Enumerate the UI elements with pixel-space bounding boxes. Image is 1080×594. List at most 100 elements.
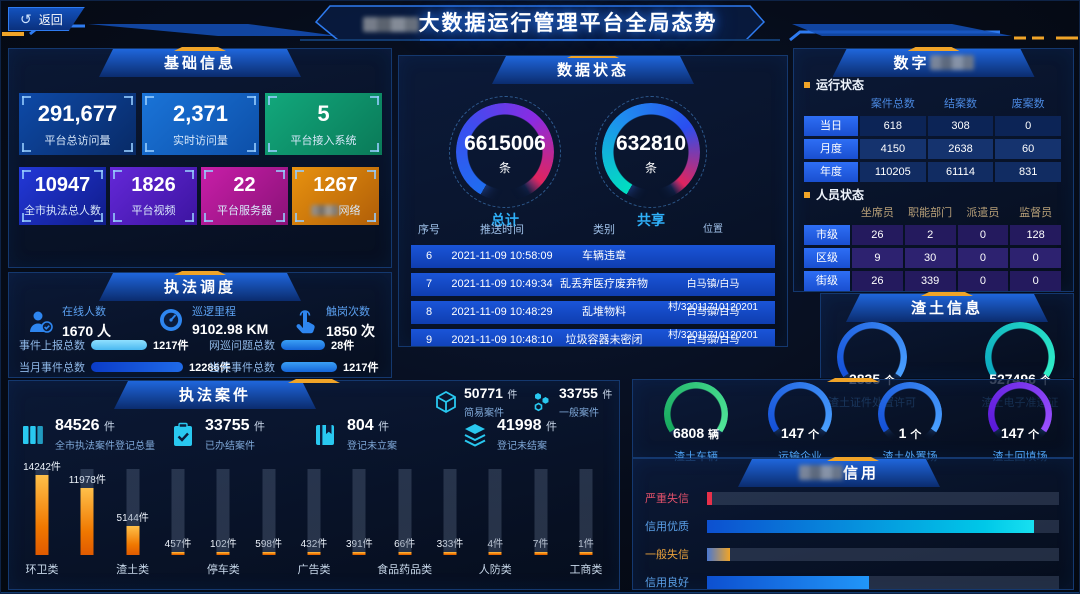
touch-hand-icon — [296, 310, 315, 334]
table-row: 当日 618 308 0 — [804, 116, 1063, 136]
muck-title: 渣土信息 — [846, 294, 1048, 322]
muck-gauge-backfill-sites: 147 个 渣土回填场 — [965, 382, 1075, 464]
bar-fill — [35, 475, 49, 555]
bar-fill — [579, 552, 593, 555]
panel-cases: 执法案件 50771 件简易案件 33755 件一般案件 84526 件全市执法… — [8, 380, 620, 590]
credit-bar-excellent: 信用优质 — [645, 519, 1059, 533]
arc-gauge: 147 个 — [988, 382, 1052, 446]
bar-track — [352, 469, 366, 555]
personnel-status-table: 坐席员 职能部门 派遣员 监督员 市级 26 2 0 128 区级 9 30 0… — [804, 204, 1063, 291]
bar-fill — [707, 547, 730, 561]
bar-pill — [281, 362, 337, 372]
table-row: 年度 110205 61114 831 — [804, 162, 1063, 182]
bar-track — [171, 469, 185, 555]
case-stat-unfiled: 804 件登记未立案 — [311, 417, 397, 452]
redacted-label-prefix — [310, 205, 339, 216]
stat-card-network: 1267 网络 — [292, 167, 379, 225]
redacted-title-suffix — [930, 55, 974, 70]
bar-track — [707, 547, 1059, 561]
bar-track — [398, 469, 412, 555]
bar-track — [579, 469, 593, 555]
gauge-dashed-ring — [449, 96, 561, 208]
gauge-total: 6615006 条 总计 — [449, 96, 561, 230]
layers-icon — [464, 423, 486, 447]
basic-info-title: 基础信息 — [99, 49, 301, 77]
case-stat-simple: 50771 件简易案件 — [434, 385, 517, 419]
section-personnel-status: 人员状态 — [804, 186, 864, 203]
chart-bar: 66件食品药品类 — [377, 455, 432, 581]
chart-bar: 102件停车类 — [202, 455, 244, 581]
muck-gauge-trucks: 6808 辆 渣土车辆 — [641, 382, 751, 464]
table-row: 街级 26 339 0 0 — [804, 271, 1063, 291]
digital-title: 数字 — [833, 49, 1035, 77]
books-icon — [23, 425, 43, 444]
stat-card-realtime-visits: 2,371 实时访问量 — [142, 93, 259, 155]
panel-data-status: 数据状态 6615006 条 总计 632810 条 共享 序号 推送时间 类别… — [398, 55, 788, 347]
panel-basic-info: 基础信息 291,677 平台总访问量 2,371 实时访问量 5 平台接入系统… — [8, 48, 392, 268]
cube-icon — [436, 390, 456, 414]
clipboard-check-icon — [174, 422, 192, 446]
panel-credit: 信用 严重失信 信用优质 一般失信 信用良好 — [632, 458, 1074, 590]
bar-track — [80, 469, 94, 555]
bar-fill — [352, 552, 366, 555]
bar-fill — [707, 575, 869, 589]
bar-track — [534, 469, 548, 555]
bar-track — [488, 469, 502, 555]
table-row: 月度 4150 2638 60 — [804, 139, 1063, 159]
hexagons-icon — [534, 393, 549, 412]
run-status-table: 案件总数 结案数 废案数 当日 618 308 0 月度 4150 2638 6… — [804, 95, 1063, 182]
dispatch-title: 执法调度 — [99, 273, 301, 301]
cases-title: 执法案件 — [114, 381, 316, 409]
bar-fill — [126, 526, 140, 555]
header-decoration — [2, 5, 1078, 42]
dispatch-bar-month-events: 当月事件总数 12286件 — [19, 362, 231, 374]
chart-bar: 598件 — [248, 455, 290, 581]
case-stat-total: 84526 件全市执法案件登记总量 — [19, 417, 155, 452]
back-label: 返回 — [38, 12, 63, 27]
bar-track — [707, 519, 1059, 533]
bar-track — [35, 469, 49, 555]
muck-gauge-transport-companies: 147 个 运输企业 — [745, 382, 855, 464]
table-row[interactable]: 6 2021-11-09 10:58:09 车辆违章 — [411, 245, 775, 268]
section-run-status: 运行状态 — [804, 76, 864, 93]
push-events-table: 序号 推送时间 类别 位置 6 2021-11-09 10:58:09 车辆违章… — [411, 220, 775, 346]
gauge-ring — [602, 103, 700, 201]
gauge-dashed-ring — [595, 96, 707, 208]
case-stat-general: 33755 件一般案件 — [529, 385, 612, 419]
table-header: 案件总数 结案数 废案数 — [870, 98, 1045, 110]
credit-bar-severe: 严重失信 — [645, 491, 1059, 505]
credit-title: 信用 — [738, 459, 940, 487]
table-row[interactable]: 8 2021-11-09 10:48:29 乱堆物料 白马镇/白马村/32011… — [411, 301, 775, 341]
bar-fill — [80, 488, 94, 555]
chart-bar: 7件 — [520, 455, 562, 581]
bar-fill — [488, 552, 502, 555]
dispatch-bar-netpatrol: 网巡问题总数 28件 — [209, 340, 355, 352]
bar-pill — [91, 362, 183, 372]
arc-gauge: 6808 辆 — [664, 382, 728, 446]
dispatch-bar-today-events: 当天事件总数 1217件 — [209, 362, 379, 374]
bar-track — [262, 469, 276, 555]
page-title: 大数据运行管理平台全局态势 — [0, 7, 1080, 37]
panel-dispatch: 执法调度 在线人数 1670 人 巡逻里程 9102.98 KM 触岗次数 1850 … — [8, 272, 392, 378]
table-row[interactable]: 7 2021-11-09 10:49:34 乱丢弃医疗废弃物 白马镇/白马村/3… — [411, 273, 775, 313]
credit-bar-good: 信用良好 — [645, 575, 1059, 589]
chart-bar: 4件人防类 — [474, 455, 516, 581]
stat-card-total-visits: 291,677 平台总访问量 — [19, 93, 136, 155]
dispatch-patrol-mileage: 巡逻里程 9102.98 KM — [157, 303, 268, 337]
redacted-title-prefix — [362, 17, 419, 32]
bar-fill — [307, 552, 321, 555]
bar-track — [216, 469, 230, 555]
table-row: 市级 26 2 0 128 — [804, 225, 1063, 245]
panel-muck-gauges: 6808 辆 渣土车辆 147 个 运输企业 1 个 渣土处置场 147 个 渣… — [632, 379, 1074, 463]
dispatch-bar-reported: 事件上报总数 1217件 — [19, 340, 189, 352]
stat-card-connected-systems: 5 平台接入系统 — [265, 93, 382, 155]
dispatch-online-staff: 在线人数 1670 人 — [27, 303, 111, 341]
bar-track — [707, 575, 1059, 589]
arc-gauge: 147 个 — [768, 382, 832, 446]
chart-bar: 1件工商类 — [565, 455, 607, 581]
bar-fill — [262, 552, 276, 555]
table-row[interactable]: 9 2021-11-09 10:48:10 垃圾容器未密闭 白马镇/白马村/32… — [411, 329, 775, 346]
bar-fill — [443, 552, 457, 555]
